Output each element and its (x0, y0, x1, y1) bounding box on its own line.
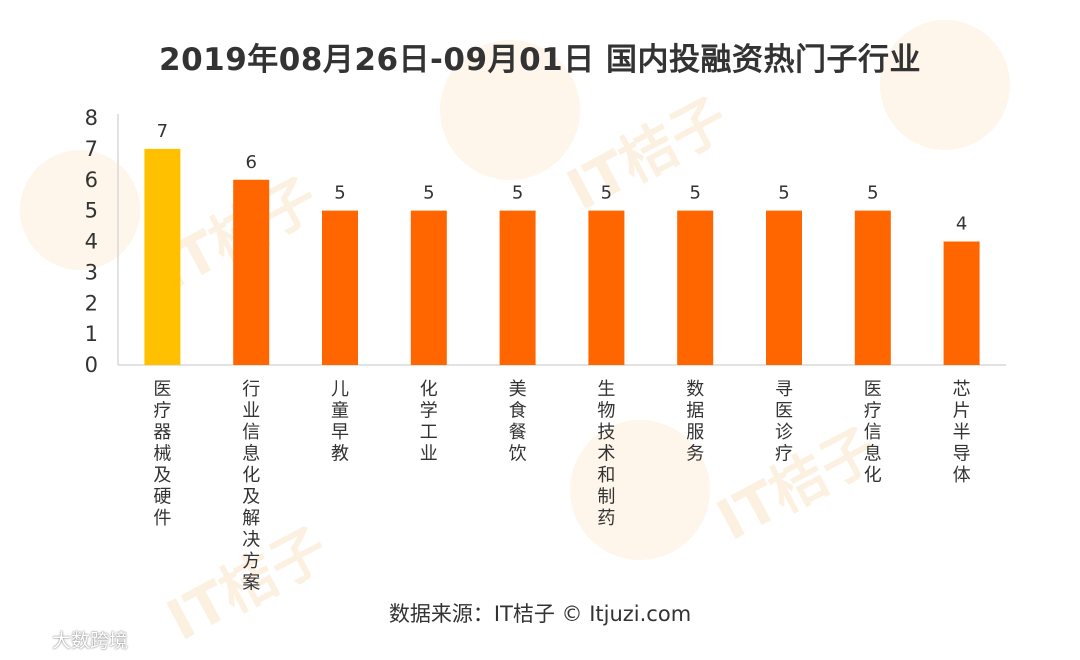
bar (144, 148, 181, 365)
bar (766, 210, 802, 365)
y-tick-label: 7 (85, 137, 98, 161)
x-tick-label: 医疗信息化 (864, 379, 882, 486)
data-label: 6 (245, 152, 256, 173)
x-tick-label: 化学工业 (420, 379, 438, 465)
y-tick-label: 5 (85, 199, 98, 223)
bar (588, 210, 625, 365)
chart-title: 2019年08月26日-09月01日 国内投融资热门子行业 (159, 42, 921, 78)
data-label: 5 (689, 183, 700, 204)
data-label: 5 (778, 183, 789, 204)
bars-layer (144, 148, 980, 365)
data-label: 5 (512, 183, 523, 204)
x-tick-label: 芯片半导体 (953, 379, 971, 486)
x-tick-label: 寻医诊疗 (775, 379, 793, 465)
bar (677, 210, 714, 365)
y-tick-label: 0 (85, 353, 98, 377)
x-tick-label: 医疗器械及硬件 (153, 379, 171, 529)
y-tick-label: 2 (85, 291, 98, 315)
watermark-orange-circle (440, 40, 580, 180)
y-tick-label: 8 (85, 106, 98, 130)
bar (943, 241, 980, 365)
wechat-icon (14, 629, 46, 652)
watermark-orange-circle (880, 20, 1010, 150)
source-note: 数据来源：IT桔子 © Itjuzi.com (388, 602, 692, 626)
y-tick-label: 1 (85, 322, 98, 346)
data-label: 5 (423, 183, 434, 204)
data-label: 5 (601, 183, 612, 204)
x-tick-label: 美食餐饮 (509, 379, 527, 465)
y-tick-label: 4 (85, 230, 98, 254)
watermark-orange-circle (570, 420, 710, 560)
data-label: 7 (157, 121, 168, 142)
data-label: 4 (956, 214, 967, 235)
bar (499, 210, 536, 365)
data-label: 5 (334, 183, 345, 204)
watermark-orange-circle (20, 150, 140, 270)
bar (322, 210, 358, 365)
x-tick-label: 数据服务 (686, 379, 704, 465)
y-tick-label: 6 (85, 168, 98, 192)
bar (854, 210, 891, 365)
footer-brand: 大数跨境 (14, 626, 128, 653)
bar (410, 210, 447, 365)
labels-layer: 7 医疗器械及硬件 6 行业信息化及解决方案 5 儿童早教 5 化学工业 5 美食餐饮 5 生物技术和… (153, 121, 970, 594)
x-tick-label: 行业信息化及解决方案 (242, 379, 260, 594)
y-tick-label: 3 (85, 260, 98, 284)
x-tick-label: 儿童早教 (331, 379, 349, 465)
data-label: 5 (867, 183, 878, 204)
bar (233, 179, 270, 365)
footer-brand-text: 大数跨境 (52, 630, 129, 652)
x-tick-label: 生物技术和制药 (597, 379, 615, 529)
